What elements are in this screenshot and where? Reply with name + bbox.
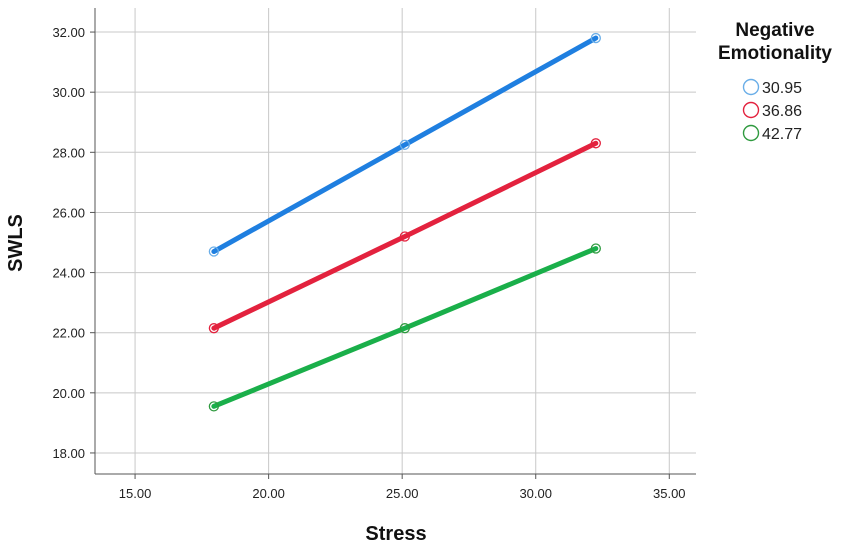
y-tick-label: 32.00 [52,25,85,40]
data-point [399,231,410,242]
x-tick-label: 35.00 [653,486,686,501]
legend-label: 42.77 [762,126,802,143]
x-tick-label: 20.00 [252,486,285,501]
data-point [208,246,220,257]
y-tick-label: 18.00 [52,446,85,461]
x-tick-label: 15.00 [119,486,152,501]
data-point [590,138,601,149]
legend-title-line1: Negative [735,20,814,41]
y-tick-label: 26.00 [52,205,85,220]
y-tick-label: 22.00 [52,326,85,341]
y-tick-label: 30.00 [52,85,85,100]
y-axis-title: SWLS [5,214,27,272]
series-line-30.95 [211,35,599,255]
grid [95,8,696,474]
x-axis-title: Stress [365,523,426,545]
data-point [208,323,220,334]
x-tick-label: 30.00 [519,486,552,501]
y-tick-label: 20.00 [52,386,85,401]
series-line-36.86 [211,140,599,331]
legend-marker-42.77 [742,124,760,142]
data-point [399,323,410,334]
series-line-42.77 [211,246,599,409]
x-tick-label: 25.00 [386,486,419,501]
legend-label: 30.95 [762,80,802,97]
axes: 15.00 20.00 25.00 30.00 35.00 18.00 20.00 22.00… [52,8,696,501]
y-tick-label: 24.00 [52,266,85,281]
legend-marker-36.86 [742,101,760,119]
data-point [590,32,601,44]
legend-label: 36.86 [762,103,802,120]
data-point [590,243,601,254]
data-point [399,139,410,150]
y-tick-label: 28.00 [52,145,85,160]
data-point [208,401,220,412]
legend-title-line2: Emotionality [718,43,832,64]
legend-marker-30.95 [742,78,760,96]
series-layer [208,32,601,412]
